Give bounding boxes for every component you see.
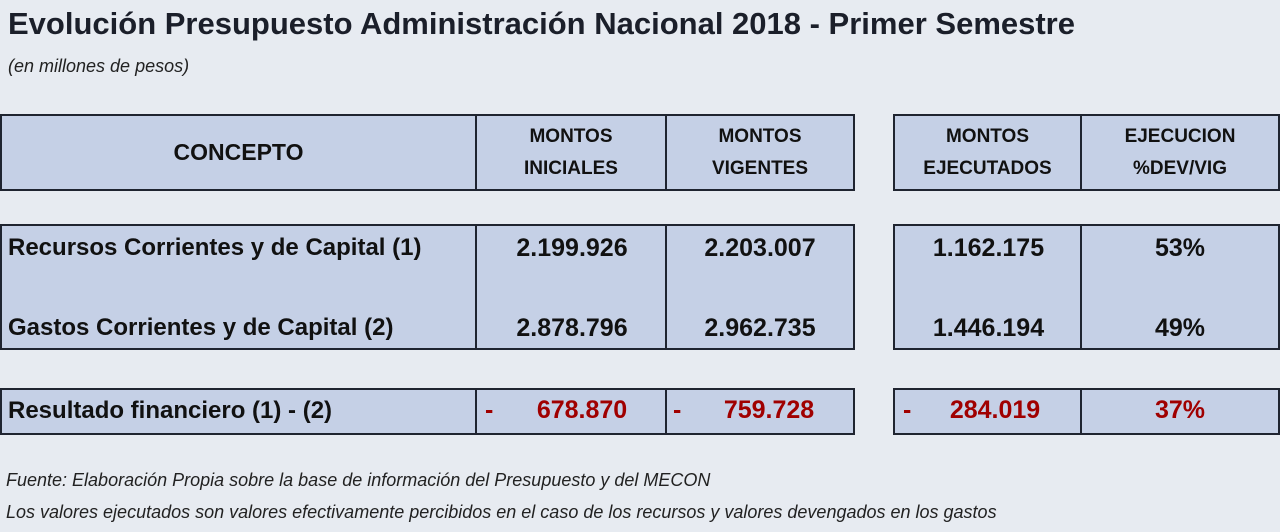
result-vigentes-sign: - [673,396,682,424]
header-ejecutados-line2: EJECUTADOS [923,157,1052,179]
header-vigentes-line2: VIGENTES [711,157,809,179]
header-right-block: MONTOS EJECUTADOS EJECUCION %DEV/VIG [893,114,1280,191]
value-recursos-ejecutados: 1.162.175 [932,234,1045,262]
header-ejecucion-line2: %DEV/VIG [1133,157,1227,179]
header-ejecutados-line1: MONTOS [945,125,1030,147]
value-recursos-iniciales: 2.199.926 [516,234,628,262]
header-concepto: CONCEPTO [2,116,477,189]
row-label-recursos: Recursos Corrientes y de Capital (1) [8,234,422,261]
result-ejecutados-col [895,390,1082,433]
value-gastos-ejecucion: 49% [1154,314,1206,342]
result-concepto-col [2,390,477,433]
header-vigentes-line1: MONTOS [718,125,802,147]
header-montos-ejecutados: MONTOS EJECUTADOS [895,116,1082,189]
header-ejecucion: EJECUCION %DEV/VIG [1082,116,1278,189]
body-ejecutados-col [895,226,1082,348]
row-label-resultado: Resultado financiero (1) - (2) [8,397,333,424]
header-left-block: CONCEPTO MONTOS INICIALES MONTOS VIGENTE… [0,114,855,191]
body-concepto-col [2,226,477,348]
value-resultado-iniciales: 678.870 [536,396,628,424]
header-montos-vigentes: MONTOS VIGENTES [667,116,853,189]
result-right-block: - 284.019 37% [893,388,1280,435]
value-gastos-ejecutados: 1.446.194 [932,314,1045,342]
source-note: Fuente: Elaboración Propia sobre la base… [6,470,711,490]
result-left-block: Resultado financiero (1) - (2) - 678.870… [0,388,855,435]
body-iniciales-col [477,226,667,348]
header-iniciales-line2: INICIALES [524,157,618,179]
header-iniciales-line1: MONTOS [529,125,613,147]
body-left-block: Recursos Corrientes y de Capital (1) Gas… [0,224,855,350]
value-gastos-iniciales: 2.878.796 [516,314,628,342]
values-note: Los valores ejecutados son valores efect… [6,502,997,522]
header-ejecucion-line1: EJECUCION [1124,125,1236,147]
header-concepto-label: CONCEPTO [173,139,304,165]
value-recursos-ejecucion: 53% [1154,234,1206,262]
page-subtitle: (en millones de pesos) [8,56,190,76]
value-resultado-vigentes: 759.728 [723,396,815,424]
header-montos-iniciales: MONTOS INICIALES [477,116,667,189]
value-resultado-ejecutados: 284.019 [949,396,1041,424]
value-resultado-ejecucion: 37% [1154,396,1206,424]
body-right-block: 1.162.175 1.446.194 53% 49% [893,224,1280,350]
result-ejecutados-sign: - [903,396,912,424]
value-recursos-vigentes: 2.203.007 [704,234,816,262]
value-gastos-vigentes: 2.962.735 [704,314,816,342]
row-label-gastos: Gastos Corrientes y de Capital (2) [8,314,394,341]
result-iniciales-sign: - [485,396,494,424]
result-iniciales-col [477,390,667,433]
page-title: Evolución Presupuesto Administración Nac… [8,6,1075,41]
